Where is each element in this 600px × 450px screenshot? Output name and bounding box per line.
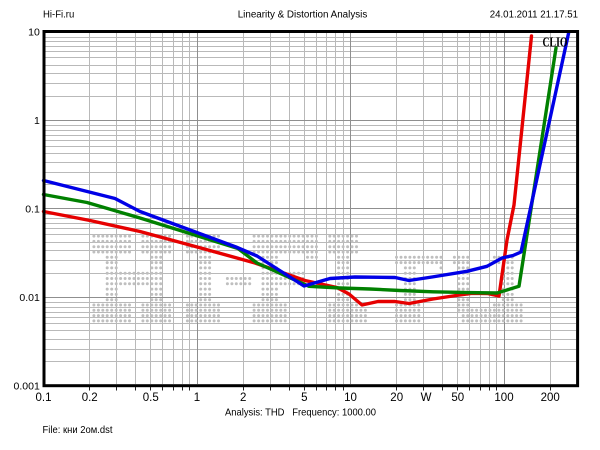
- svg-text:10: 10: [344, 392, 357, 404]
- svg-text:1: 1: [194, 392, 200, 404]
- svg-text:Analysis: THD Frequency: 100: Analysis: THD Frequency: 1000.00: [225, 407, 376, 419]
- svg-text:File: кни 2ом.dst: File: кни 2ом.dst: [43, 424, 113, 436]
- svg-text:5: 5: [301, 392, 307, 404]
- svg-text:100: 100: [494, 392, 513, 404]
- svg-text:1: 1: [34, 115, 40, 127]
- svg-text:0.2: 0.2: [82, 392, 98, 404]
- svg-text:20: 20: [390, 392, 403, 404]
- svg-text:Hi-Fi.ru: Hi-Fi.ru: [43, 10, 74, 21]
- svg-text:0.1: 0.1: [36, 392, 52, 404]
- svg-text:10: 10: [28, 26, 40, 38]
- svg-text:50: 50: [451, 392, 464, 404]
- svg-text:CLIO: CLIO: [543, 35, 568, 50]
- svg-text:200: 200: [541, 392, 560, 404]
- svg-text:W: W: [421, 392, 432, 404]
- svg-text:24.01.2011 21.17.51: 24.01.2011 21.17.51: [490, 10, 579, 21]
- svg-text:2: 2: [240, 392, 246, 404]
- svg-text:0.01: 0.01: [19, 292, 40, 304]
- svg-text:0.1: 0.1: [25, 203, 40, 215]
- svg-text:0.001: 0.001: [14, 380, 40, 392]
- svg-text:0.5: 0.5: [143, 392, 159, 404]
- svg-text:Linearity & Distortion Analysi: Linearity & Distortion Analysis: [238, 10, 368, 21]
